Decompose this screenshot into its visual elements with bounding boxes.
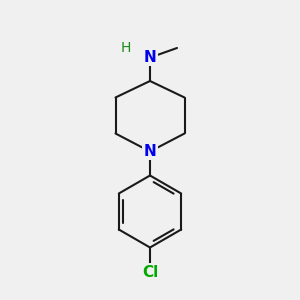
Text: N: N xyxy=(144,144,156,159)
Text: N: N xyxy=(144,50,156,65)
Text: Cl: Cl xyxy=(142,265,158,280)
Text: H: H xyxy=(121,41,131,55)
